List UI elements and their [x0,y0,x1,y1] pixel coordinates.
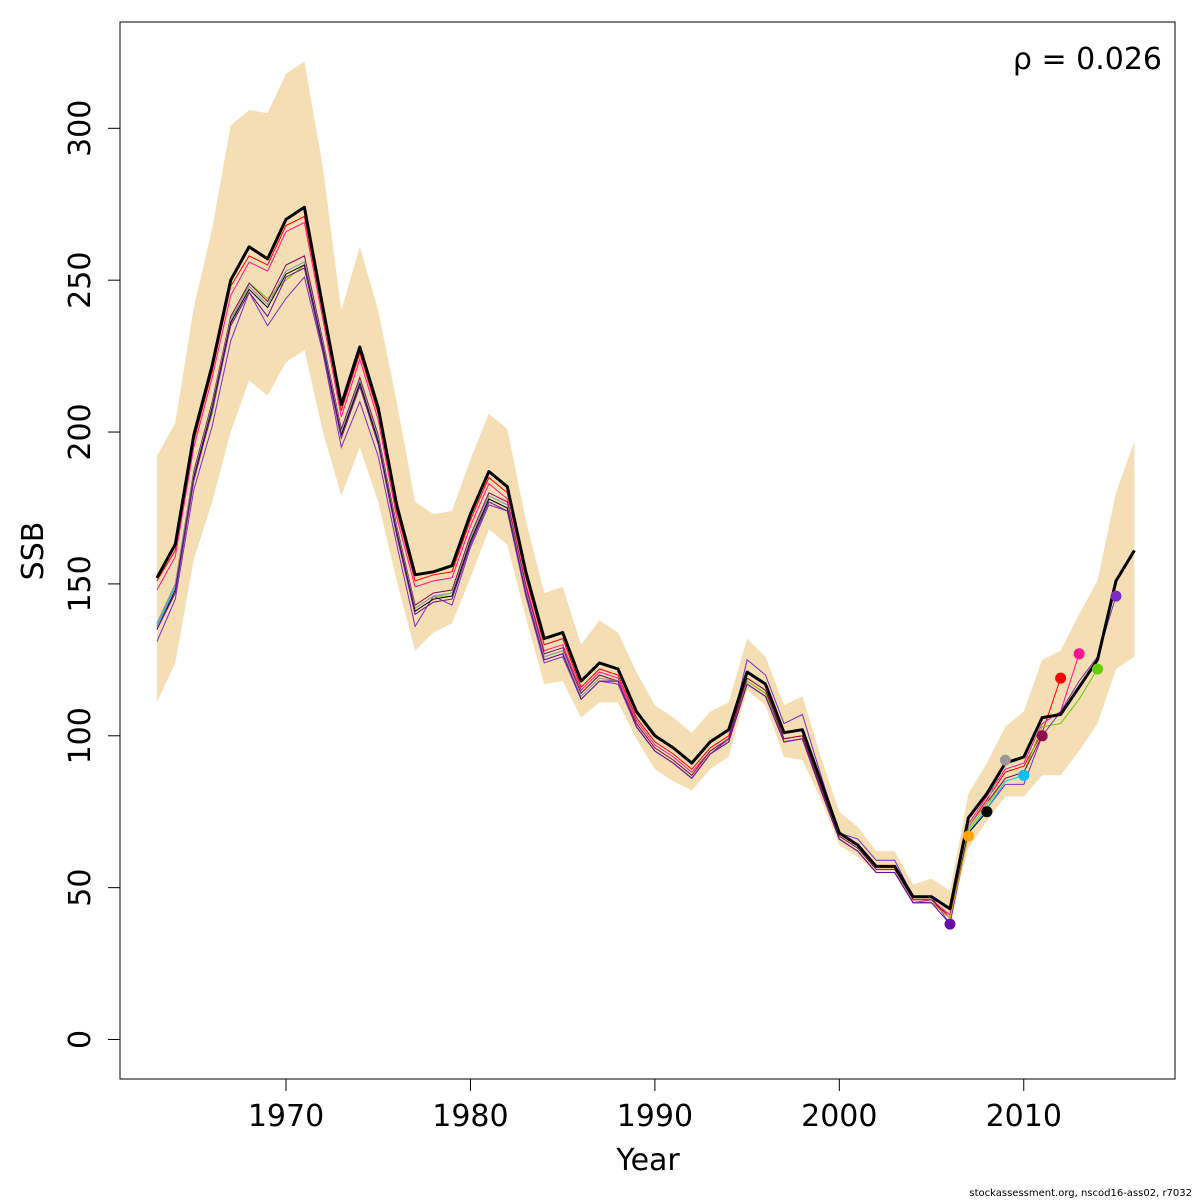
peel-endpoint-2009 [999,754,1011,766]
x-tick-label: 2010 [986,1099,1062,1134]
peel-endpoint-2008 [981,806,993,818]
retrospective-peels [156,215,1117,926]
main-series-line [155,205,1136,911]
y-tick-label: 150 [63,555,98,612]
x-tick-label: 2000 [801,1099,877,1134]
footer-credit: stockassessment.org, nscod16-ass02, r703… [969,1188,1192,1199]
y-tick-label: 200 [63,403,98,460]
x-axis: 1970 1980 1990 2000 2010 [248,1079,1062,1134]
peel-endpoint-2010 [1018,769,1030,781]
main-ssb-series [155,205,1136,911]
peel-line-2011 [156,255,1043,920]
peel-endpoint-2015 [1110,590,1122,602]
peel-endpoint-2012 [1055,672,1067,684]
y-tick-label: 250 [63,252,98,309]
peel-line-2006 [156,267,951,925]
ci-band-polygon [156,61,1135,915]
peel-endpoints [944,590,1122,930]
peel-endpoint-2007 [962,830,974,842]
confidence-band [156,61,1135,915]
x-tick-label: 1970 [248,1099,324,1134]
y-tick-label: 300 [63,100,98,157]
y-axis: 0 50 100 150 200 250 300 [63,100,120,1049]
peel-endpoint-2014 [1092,663,1103,675]
y-tick-label: 50 [63,869,98,907]
plot-frame [119,21,1176,1080]
peel-endpoint-2011 [1036,730,1048,742]
x-tick-label: 1990 [617,1099,693,1134]
y-tick-label: 100 [63,707,98,764]
peel-line-2013 [156,221,1080,916]
y-tick-label: 0 [63,1030,98,1049]
peel-endpoint-2006 [944,918,956,930]
y-axis-title: SSB [16,522,51,581]
peel-endpoint-2013 [1073,648,1085,660]
rho-annotation: ρ = 0.026 [1013,42,1162,77]
x-tick-label: 1980 [432,1099,508,1134]
x-axis-title: Year [615,1143,680,1178]
